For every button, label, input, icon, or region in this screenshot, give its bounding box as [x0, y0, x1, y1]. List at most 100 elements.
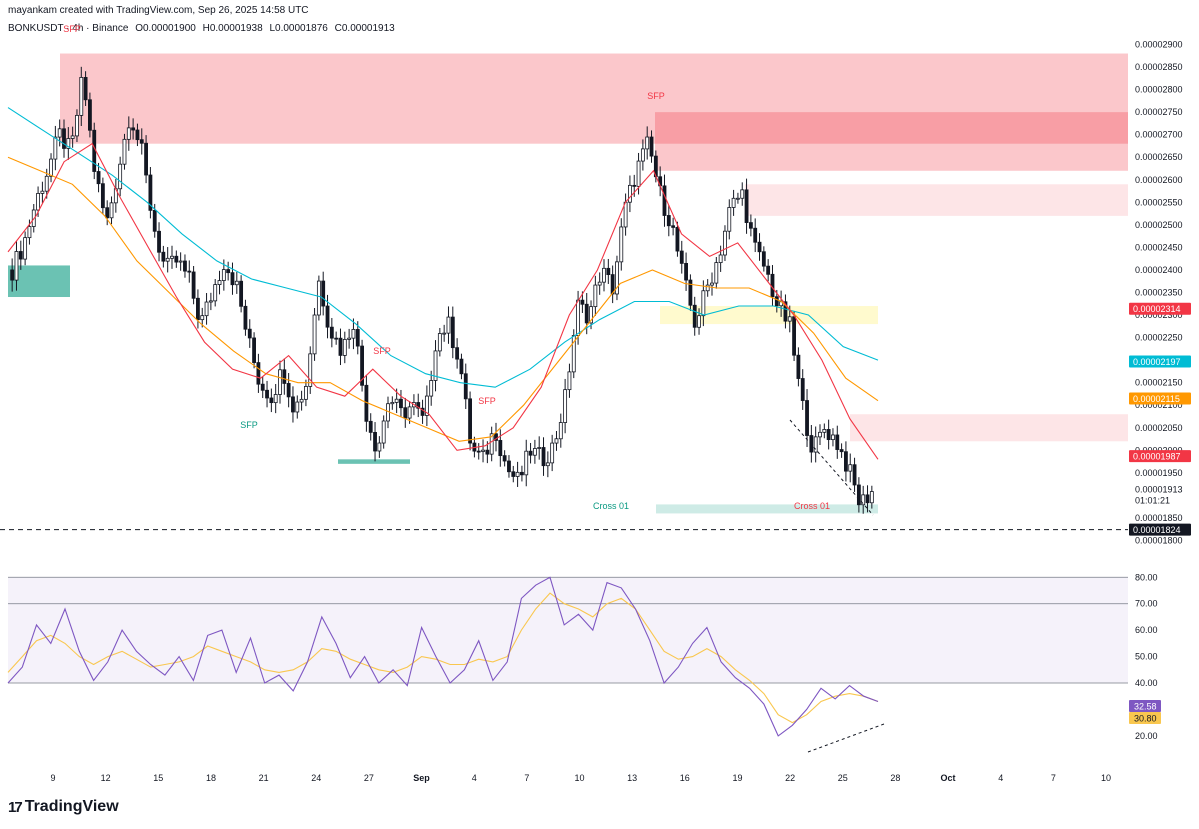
price-tick-label: 0.00002300: [1135, 310, 1183, 320]
time-tick-label: 7: [524, 773, 529, 783]
candle-bull: [424, 395, 429, 416]
rsi-value-box: [1129, 712, 1161, 724]
price-tick-label: 0.00002650: [1135, 152, 1183, 162]
candle-bull: [407, 406, 412, 419]
candle-bear: [161, 251, 166, 262]
price-tick-label: 0.00002250: [1135, 333, 1183, 343]
time-tick-label: 16: [680, 773, 690, 783]
candle-bull: [571, 335, 576, 373]
candle-bull: [299, 398, 304, 403]
chart-credit: mayankam created with TradingView.com, S…: [8, 5, 309, 16]
price-label-box: [1129, 355, 1191, 368]
candle-bull: [869, 491, 874, 504]
candle-bull: [122, 138, 127, 165]
tradingview-logo[interactable]: 17 TradingView: [8, 798, 119, 816]
candle-bear: [399, 398, 403, 409]
candle-bear: [174, 255, 179, 263]
candle-bull: [576, 299, 580, 336]
candle-bull: [118, 163, 123, 190]
price-tick-label: 0.00002350: [1135, 288, 1183, 298]
rsi-line: [7, 576, 879, 737]
candle-bear: [148, 174, 153, 211]
candle-bull: [818, 431, 822, 438]
candle-bear: [679, 250, 684, 264]
time-tick-label: 15: [153, 773, 163, 783]
ema-fast-line: [7, 142, 879, 460]
candle-bull: [731, 197, 736, 208]
candle-bear: [753, 227, 758, 243]
candle-bull: [178, 260, 183, 263]
price-tick-label: 0.00002750: [1135, 107, 1183, 117]
time-tick-label: 12: [101, 773, 111, 783]
candle-bull: [394, 398, 399, 403]
candle-bear: [355, 329, 360, 347]
candle-bear: [839, 449, 844, 453]
candle-bull: [861, 494, 866, 506]
candle-bull: [347, 337, 352, 340]
candle-bull: [532, 448, 537, 456]
candle-bear: [420, 407, 425, 416]
price-tick-label: 0.00001850: [1135, 513, 1183, 523]
candle-bull: [710, 282, 714, 286]
candle-bear: [230, 272, 235, 286]
candle-bull: [66, 138, 71, 149]
candle-bull: [278, 369, 282, 395]
price-tick-label: 0.00002850: [1135, 62, 1183, 72]
candle-bear: [325, 305, 330, 328]
rsi-tick-label: 80.00: [1135, 572, 1158, 582]
candle-bear: [291, 396, 295, 413]
price-tick-label: 0.00002500: [1135, 220, 1183, 230]
rsi-band-fill: [8, 577, 1128, 683]
candle-bear: [835, 434, 840, 450]
candle-bear: [96, 171, 101, 185]
candle-bear: [88, 99, 92, 131]
candle-bull: [217, 280, 222, 286]
time-tick-label: 18: [206, 773, 216, 783]
candle-bear: [610, 274, 615, 295]
candle-bear: [856, 484, 861, 506]
candle-bull: [377, 442, 382, 452]
candle-bear: [226, 269, 231, 274]
time-tick-label: 7: [1051, 773, 1056, 783]
candle-bear: [373, 431, 377, 452]
time-tick-label: 9: [50, 773, 55, 783]
candle-bull: [589, 306, 593, 324]
candle-bull: [316, 280, 321, 316]
candle-bull: [701, 290, 706, 317]
candle-bull: [49, 158, 53, 177]
price-label-text: 0.00001824: [1133, 525, 1181, 535]
candle-bear: [494, 433, 498, 441]
rsi-tick-label: 70.00: [1135, 599, 1158, 609]
candle-bull: [602, 267, 606, 283]
annotation-label: SFP: [240, 420, 258, 430]
candle-bear: [403, 407, 408, 419]
candle-bear: [584, 303, 589, 324]
annotation-label: SFP: [647, 91, 665, 101]
candle-bear: [844, 451, 848, 472]
candle-bear: [282, 369, 287, 384]
candle-bull: [554, 438, 559, 444]
candle-bear: [334, 337, 339, 340]
candle-bear: [757, 241, 762, 253]
candle-bull: [740, 189, 745, 199]
candle-bull: [213, 284, 218, 302]
time-tick-label: 25: [838, 773, 848, 783]
candle-bull: [109, 202, 114, 219]
zone-supply: [60, 53, 1128, 144]
candle-bear: [748, 222, 753, 229]
ema-slow-line: [7, 107, 879, 388]
candle-bear: [792, 316, 796, 356]
candle-bull: [40, 190, 45, 194]
rsi-value-box: [1129, 700, 1161, 712]
candle-bear: [260, 383, 265, 391]
candle-bull: [295, 401, 300, 413]
time-tick-label: 22: [785, 773, 795, 783]
zone-demand_light: [656, 504, 878, 514]
price-tick-label: 0.00002600: [1135, 175, 1183, 185]
candle-bull: [79, 77, 84, 116]
price-tick-label: 0.00002900: [1135, 40, 1183, 50]
candle-bull: [645, 136, 650, 150]
tradingview-wordmark: TradingView: [24, 798, 119, 815]
price-tick-label: 0.00002550: [1135, 197, 1183, 207]
